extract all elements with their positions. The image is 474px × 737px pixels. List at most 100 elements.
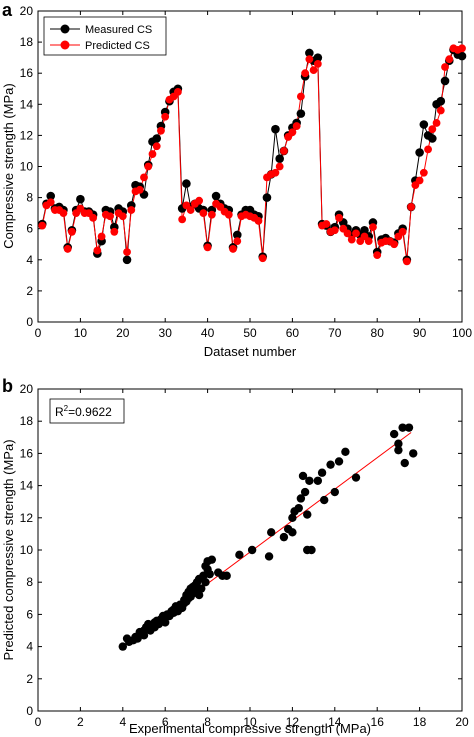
panel-b-y-axis-title: Predicted compressive strength (MPa) — [1, 439, 16, 660]
y-tick-label: 0 — [26, 704, 33, 718]
measured-point — [211, 191, 221, 201]
predicted-point — [135, 185, 144, 194]
measured-point — [457, 51, 467, 61]
x-tick-label: 90 — [413, 326, 427, 340]
scatter-point — [298, 471, 308, 481]
x-tick-label: 10 — [74, 326, 88, 340]
y-tick-label: 12 — [20, 128, 34, 142]
x-tick-label: 100 — [452, 326, 472, 340]
scatter-point — [326, 460, 335, 469]
scatter-point — [313, 476, 323, 485]
x-tick-label: 0 — [35, 326, 42, 340]
predicted-point — [322, 220, 331, 228]
scatter-point — [197, 584, 206, 593]
predicted-point — [309, 66, 318, 74]
predicted-point — [203, 243, 212, 252]
predicted-point — [93, 246, 102, 255]
predicted-point — [424, 145, 432, 154]
panel-a-plot-frame — [37, 10, 463, 323]
legend-predicted-label: Predicted CS — [85, 40, 150, 52]
y-tick-label: 16 — [20, 446, 34, 460]
scatter-point — [264, 552, 274, 561]
x-tick-label: 0 — [35, 715, 42, 729]
x-tick-label: 8 — [204, 715, 211, 729]
predicted-point — [38, 221, 47, 230]
scatter-point — [161, 618, 170, 627]
y-tick-label: 12 — [20, 511, 34, 525]
x-tick-label: 16 — [371, 715, 385, 729]
y-tick-label: 20 — [20, 4, 34, 18]
predicted-point — [419, 168, 428, 177]
predicted-point — [347, 235, 356, 244]
y-tick-label: 6 — [26, 222, 33, 236]
y-tick-label: 0 — [26, 315, 33, 329]
r2-value: =0.9622 — [68, 405, 112, 419]
predicted-point — [157, 126, 165, 135]
predicted-point — [436, 106, 445, 115]
scatter-point — [199, 571, 208, 580]
predicted-point — [313, 59, 322, 68]
y-tick-label: 10 — [20, 543, 34, 557]
predicted-point — [301, 69, 310, 78]
panel-a-ticks: 0 10 20 30 40 50 60 70 80 90 100 0 2 4 6 8 10 12 14 16 18 20 — [20, 4, 473, 340]
panel-b-x-axis-title: Experimental compressive strength (MPa) — [129, 721, 371, 736]
scatter-point — [400, 458, 409, 468]
scatter-point — [279, 532, 289, 542]
x-tick-label: 10 — [243, 715, 257, 729]
x-tick-label: 14 — [328, 715, 342, 729]
scatter-point — [341, 447, 350, 456]
predicted-point — [97, 232, 106, 241]
scatter-point — [267, 528, 276, 537]
measured-point — [275, 154, 284, 164]
scatter-point — [118, 642, 128, 651]
y-tick-label: 4 — [26, 640, 33, 654]
scatter-point — [201, 578, 210, 587]
r2-label: R2=0.9622 — [55, 404, 112, 419]
predicted-point — [402, 257, 411, 266]
x-tick-label: 12 — [286, 715, 300, 729]
scatter-point — [317, 468, 327, 477]
x-tick-label: 60 — [286, 326, 300, 340]
predicted-point — [335, 213, 343, 222]
x-tick-label: 80 — [371, 326, 385, 340]
predicted-point — [441, 63, 449, 71]
y-tick-label: 10 — [20, 160, 34, 174]
scatter-point — [296, 494, 306, 503]
legend-measured-label: Measured CS — [85, 24, 152, 36]
measured-point — [271, 124, 280, 134]
predicted-point — [178, 215, 187, 224]
r2-box — [49, 398, 125, 424]
x-tick-label: 30 — [159, 326, 173, 340]
predicted-point — [148, 150, 157, 158]
panel-a-line-chart: a 0 10 20 30 40 50 60 70 80 90 100 0 2 4 6 8 10 12 14 16 18 2… — [1, 0, 472, 359]
predicted-point — [415, 176, 424, 185]
r2-superscript: 2 — [64, 404, 69, 413]
x-tick-label: 20 — [455, 715, 469, 729]
scatter-point — [288, 513, 297, 522]
measured-point — [313, 53, 323, 62]
predicted-point — [373, 251, 382, 260]
predicted-point — [229, 245, 237, 253]
y-tick-label: 4 — [26, 253, 33, 267]
measured-point — [46, 191, 56, 201]
scatter-point — [404, 423, 414, 432]
measured-point — [436, 96, 446, 106]
predicted-point — [288, 128, 297, 137]
predicted-point — [140, 173, 148, 182]
predicted-point — [63, 245, 72, 253]
x-tick-label: 70 — [328, 326, 342, 340]
predicted-point — [330, 226, 339, 235]
measured-point — [152, 134, 162, 143]
panel-b-points — [118, 423, 418, 651]
x-tick-label: 20 — [116, 326, 130, 340]
y-tick-label: 8 — [26, 191, 33, 205]
scatter-point — [330, 487, 339, 497]
panel-a-x-axis-title: Dataset number — [204, 344, 297, 359]
y-tick-label: 14 — [20, 97, 34, 111]
x-tick-label: 2 — [77, 715, 84, 729]
predicted-point — [127, 206, 136, 214]
y-tick-label: 18 — [20, 35, 34, 49]
measured-point — [428, 134, 437, 143]
y-tick-label: 2 — [26, 284, 33, 298]
